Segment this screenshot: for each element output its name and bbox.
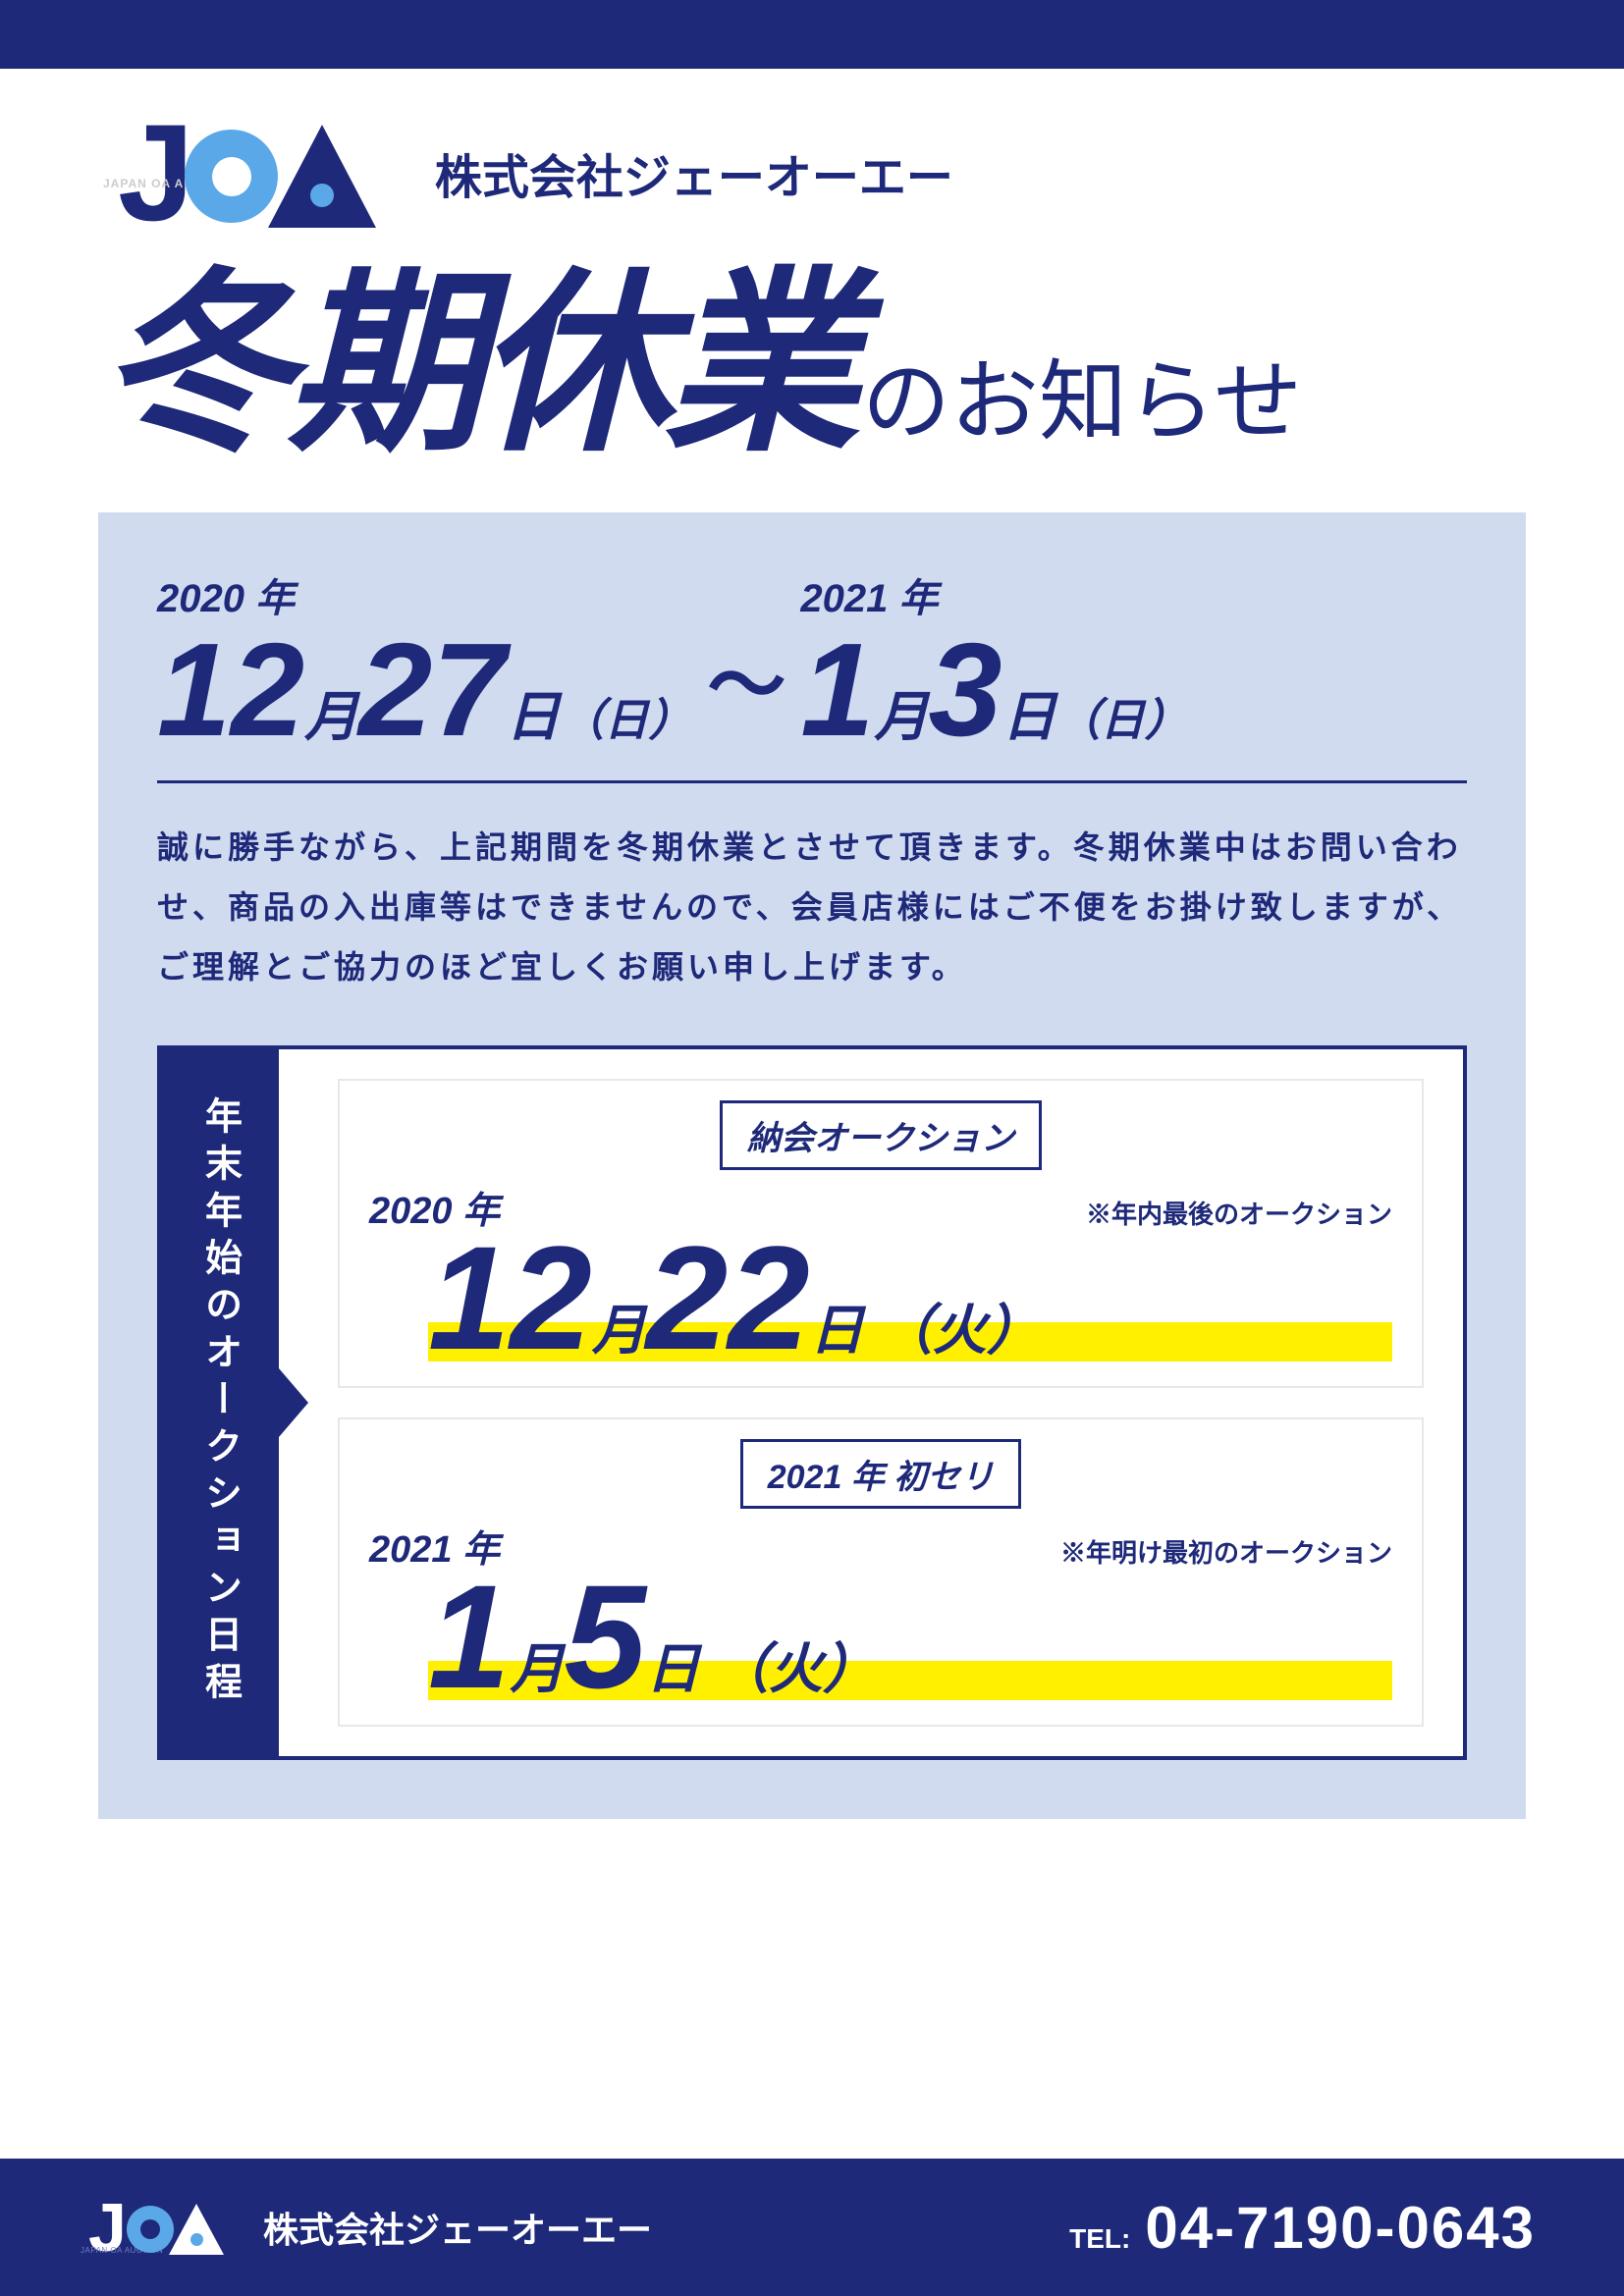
logo-o-icon <box>185 130 278 223</box>
schedule-box: 年末年始のオークション日程 納会オークション 2020 年 ※年内最後のオークシ… <box>157 1045 1467 1760</box>
logo-o-icon <box>127 2206 174 2253</box>
logo-a-icon <box>169 2204 224 2255</box>
main-title: 冬期休業 のお知らせ <box>0 267 1624 493</box>
auction-item: 2021 年 初セリ 2021 年 ※年明け最初のオークション 1 月 5 日 … <box>338 1417 1424 1727</box>
closure-panel: 2020 年 12 月 27 日 （日） ～ 2021 年 1 月 3 日 （日… <box>98 512 1526 1819</box>
top-bar <box>0 0 1624 69</box>
footer: JAPAN OA AUCTION J 株式会社ジェーオーエー TEL: 04-7… <box>0 2159 1624 2296</box>
company-name: 株式会社ジェーオーエー <box>435 138 953 207</box>
schedule-content: 納会オークション 2020 年 ※年内最後のオークション 12 月 22 日 （… <box>279 1049 1463 1756</box>
joa-logo: JAPAN OA AUCTION J <box>118 118 376 228</box>
footer-company-name: 株式会社ジェーオーエー <box>263 2202 652 2253</box>
notice-text: 誠に勝手ながら、上記期間を冬期休業とさせて頂きます。冬期休業中はお問い合わせ、商… <box>157 818 1467 996</box>
auction-date: 1 月 5 日 （火） <box>369 1563 1392 1710</box>
title-bold: 冬期休業 <box>98 267 852 463</box>
header: JAPAN OA AUCTION J 株式会社ジェーオーエー <box>0 69 1624 267</box>
title-rest: のお知らせ <box>862 330 1302 457</box>
footer-telephone: TEL: 04-7190-0643 <box>1069 2194 1536 2262</box>
range-separator: ～ <box>707 622 785 756</box>
auction-item: 納会オークション 2020 年 ※年内最後のオークション 12 月 22 日 （… <box>338 1079 1424 1388</box>
logo-a-icon <box>268 125 376 228</box>
auction-badge: 納会オークション <box>720 1100 1042 1170</box>
tel-number: 04-7190-0643 <box>1145 2194 1536 2262</box>
closure-date-range: 2020 年 12 月 27 日 （日） ～ 2021 年 1 月 3 日 （日… <box>157 566 1467 783</box>
joa-logo-footer: JAPAN OA AUCTION J <box>88 2200 224 2255</box>
auction-badge: 2021 年 初セリ <box>740 1439 1022 1509</box>
auction-date: 12 月 22 日 （火） <box>369 1224 1392 1371</box>
schedule-label: 年末年始のオークション日程 <box>161 1049 279 1756</box>
closure-to: 2021 年 1 月 3 日 （日） <box>800 566 1188 756</box>
tel-label: TEL: <box>1069 2223 1130 2255</box>
closure-from: 2020 年 12 月 27 日 （日） <box>157 566 692 756</box>
